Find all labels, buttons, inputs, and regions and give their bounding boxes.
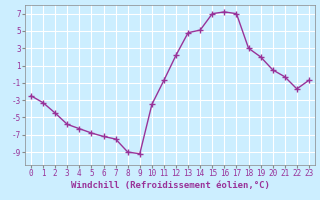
X-axis label: Windchill (Refroidissement éolien,°C): Windchill (Refroidissement éolien,°C) xyxy=(71,181,269,190)
